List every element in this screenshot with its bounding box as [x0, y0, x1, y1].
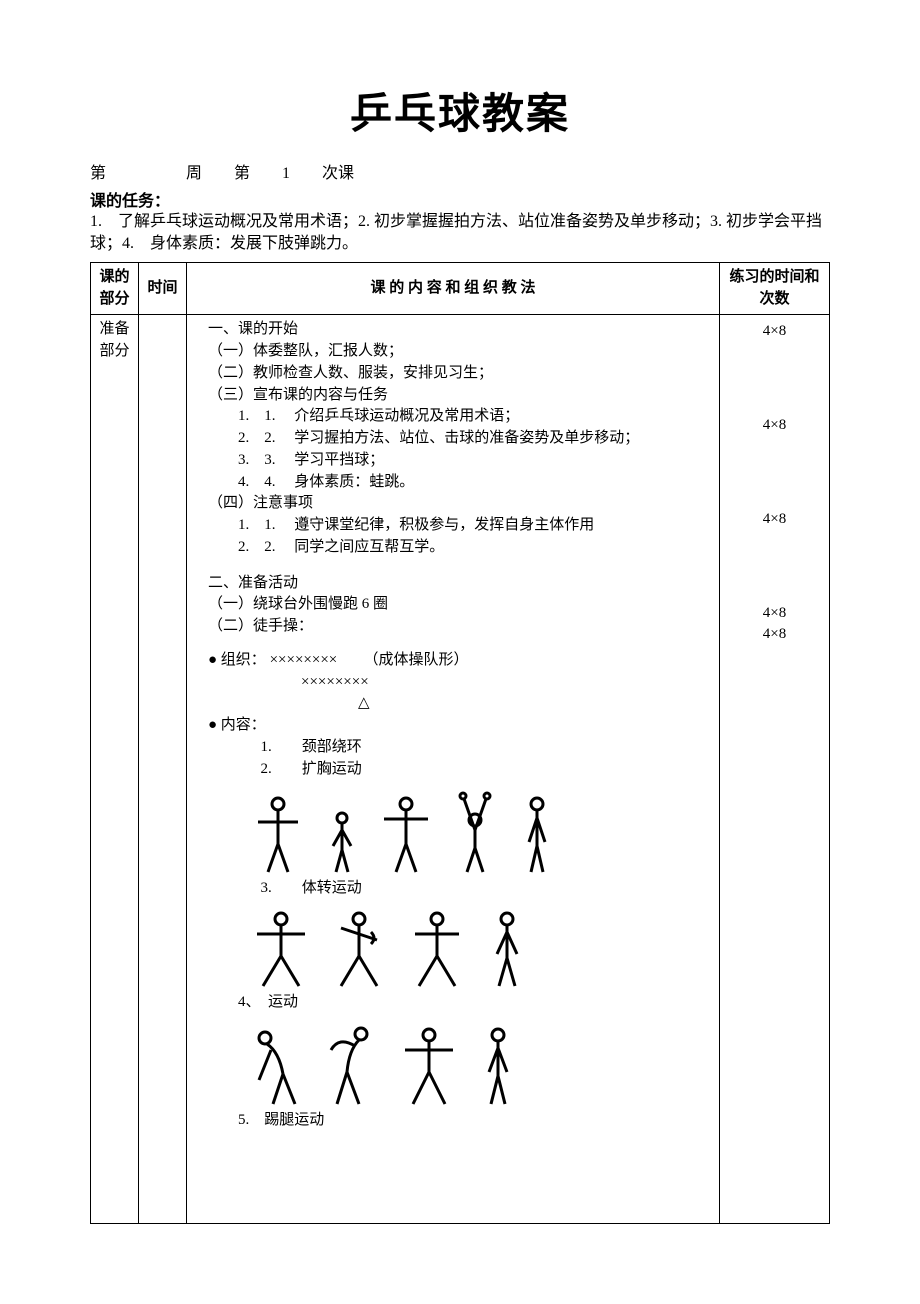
reps-value: 4×8	[726, 415, 823, 437]
content-line: 3. 3. 学习平挡球；	[193, 450, 713, 472]
content-line: 3. 体转运动	[193, 878, 713, 900]
content-cell: 一、课的开始 （一）体委整队，汇报人数； （二）教师检查人数、服装，安排见习生；…	[187, 315, 720, 1224]
content-line: （一）绕球台外围慢跑 6 圈	[193, 594, 713, 616]
content-line: 2. 扩胸运动	[193, 759, 713, 781]
header-content: 课 的 内 容 和 组 织 教 法	[187, 262, 720, 315]
stick-figure-icon	[253, 910, 309, 988]
org-formation-1: ×××××××× （成体操队形）	[270, 652, 469, 668]
org-formation-3: △	[193, 693, 713, 715]
content-line: 4、 运动	[193, 992, 713, 1014]
stick-figure-icon	[479, 1026, 517, 1106]
stick-figure-icon	[325, 810, 359, 874]
content-line: （二）徒手操：	[193, 616, 713, 638]
header-reps: 练习的时间和次数	[720, 262, 830, 315]
exercise-figure-row-1	[193, 780, 713, 878]
time-cell	[139, 315, 187, 1224]
content-line: 1. 颈部绕环	[193, 737, 713, 759]
part-label: 准备部分	[99, 321, 129, 359]
lesson-table: 课的部分 时间 课 的 内 容 和 组 织 教 法 练习的时间和次数 准备部分 …	[90, 262, 830, 1225]
reps-value: 4×8	[726, 603, 823, 625]
stick-figure-icon	[401, 1026, 457, 1106]
stick-figure-icon	[487, 910, 527, 988]
stick-figure-icon	[325, 1024, 379, 1106]
org-formation-2: ××××××××	[193, 672, 713, 694]
task-label: 课的任务：	[90, 187, 830, 211]
table-header-row: 课的部分 时间 课 的 内 容 和 组 织 教 法 练习的时间和次数	[91, 262, 830, 315]
table-row: 准备部分 一、课的开始 （一）体委整队，汇报人数； （二）教师检查人数、服装，安…	[91, 315, 830, 1224]
lesson-meta: 第 周 第 1 次课	[90, 159, 830, 183]
content-line: 二、准备活动	[193, 573, 713, 595]
content-line: 1. 1. 介绍乒乓球运动概况及常用术语；	[193, 406, 713, 428]
stick-figure-icon	[253, 794, 303, 874]
stick-figure-icon	[409, 910, 465, 988]
content-line: 1. 1. 遵守课堂纪律，积极参与，发挥自身主体作用	[193, 515, 713, 537]
task-body: 1. 了解乒乓球运动概况及常用术语；2. 初步掌握握拍方法、站位准备姿势及单步移…	[90, 211, 830, 256]
content-line: 2. 2. 同学之间应互帮互学。	[193, 537, 713, 559]
content-line: （三）宣布课的内容与任务	[193, 385, 713, 407]
header-part: 课的部分	[91, 262, 139, 315]
org-bullet: ● 组织：	[208, 652, 266, 668]
content-line: （一）体委整队，汇报人数；	[193, 341, 713, 363]
reps-value: 4×8	[726, 509, 823, 531]
stick-figure-icon	[453, 790, 497, 874]
org-label-row: ● 组织： ×××××××× （成体操队形）	[193, 650, 713, 672]
page-title: 乒乓球教案	[90, 80, 830, 141]
exercise-figure-row-2	[193, 900, 713, 992]
content-line: （二）教师检查人数、服装，安排见习生；	[193, 363, 713, 385]
reps-cell: 4×8 4×8 4×8 4×8 4×8	[720, 315, 830, 1224]
content-line: 一、课的开始	[193, 319, 713, 341]
content-bullet: ● 内容：	[193, 715, 713, 737]
content-line: 2. 2. 学习握拍方法、站位、击球的准备姿势及单步移动；	[193, 428, 713, 450]
content-line: 5. 踢腿运动	[193, 1110, 713, 1132]
stick-figure-icon	[519, 794, 555, 874]
stick-figure-icon	[253, 1024, 303, 1106]
header-time: 时间	[139, 262, 187, 315]
stick-figure-icon	[381, 794, 431, 874]
content-line: 4. 4. 身体素质：蛙跳。	[193, 472, 713, 494]
exercise-figure-row-3	[193, 1014, 713, 1110]
reps-value: 4×8	[726, 624, 823, 646]
content-line: （四）注意事项	[193, 493, 713, 515]
reps-value: 4×8	[726, 321, 823, 343]
part-cell: 准备部分	[91, 315, 139, 1224]
stick-figure-icon	[331, 910, 387, 988]
